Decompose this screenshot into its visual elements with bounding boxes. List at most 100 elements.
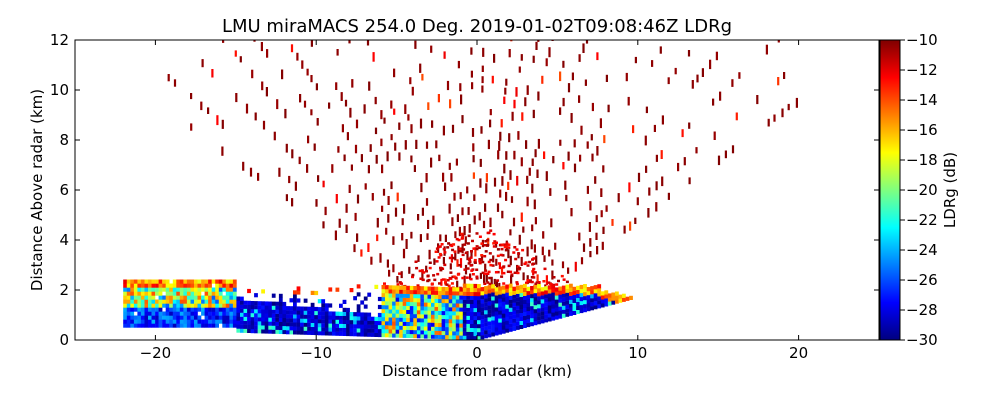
boundary-layer-cell	[501, 301, 506, 306]
echo-streak	[201, 59, 204, 68]
echo-streak	[405, 239, 408, 249]
echo-cell	[398, 272, 402, 275]
boundary-layer-cell	[466, 283, 471, 288]
echo-streak	[535, 41, 538, 50]
boundary-layer-cell	[466, 295, 471, 300]
boundary-layer-cell	[148, 303, 152, 308]
boundary-layer-cell	[140, 311, 145, 316]
boundary-layer-cell	[473, 299, 478, 305]
echo-streak	[561, 261, 565, 269]
boundary-layer-cell	[388, 313, 393, 318]
echo-streak	[390, 181, 393, 190]
boundary-layer-cell	[438, 294, 442, 299]
boundary-layer-cell	[314, 322, 319, 328]
boundary-layer-cell	[172, 299, 177, 304]
boundary-layer-cell	[204, 283, 209, 288]
boundary-layer-cell	[512, 294, 517, 299]
boundary-layer-cell	[505, 324, 510, 329]
boundary-layer-cell	[452, 319, 456, 324]
boundary-layer-cell	[286, 318, 290, 323]
boundary-layer-cell	[438, 326, 442, 331]
boundary-layer-cell	[201, 283, 205, 288]
echo-streak	[190, 123, 193, 131]
boundary-layer-cell	[275, 325, 280, 330]
echo-cell	[444, 281, 447, 284]
boundary-layer-cell	[194, 323, 198, 328]
boundary-layer-cell	[399, 297, 403, 302]
echo-streak	[484, 203, 487, 212]
boundary-layer-cell	[537, 292, 541, 297]
boundary-layer-cell	[211, 311, 216, 316]
boundary-layer-cell	[328, 311, 333, 316]
boundary-layer-cell	[438, 334, 442, 339]
boundary-layer-cell	[385, 313, 389, 318]
boundary-layer-cell	[622, 293, 626, 298]
boundary-layer-cell	[158, 315, 163, 320]
boundary-layer-cell	[169, 315, 173, 320]
boundary-layer-cell	[600, 291, 605, 296]
boundary-layer-cell	[144, 311, 149, 316]
boundary-layer-cell	[498, 294, 502, 299]
boundary-layer-cell	[197, 279, 202, 284]
boundary-layer-cell	[420, 294, 425, 299]
boundary-layer-cell	[278, 321, 283, 326]
boundary-layer-cell	[300, 314, 304, 319]
boundary-layer-cell	[314, 310, 319, 316]
echo-streak	[348, 184, 351, 193]
boundary-layer-cell	[339, 319, 343, 324]
echo-cell	[481, 260, 485, 264]
boundary-layer-cell	[222, 303, 227, 308]
boundary-layer-cell	[416, 294, 421, 299]
boundary-layer-cell	[133, 307, 138, 312]
echo-streak	[667, 192, 670, 200]
boundary-layer-cell	[123, 303, 127, 308]
boundary-layer-cell	[431, 330, 435, 335]
boundary-layer-cell	[420, 290, 425, 295]
echo-streak	[432, 215, 435, 226]
boundary-layer-cell	[392, 305, 396, 310]
boundary-layer-cell	[179, 315, 184, 320]
echo-cell	[446, 279, 450, 282]
echo-cell	[483, 282, 487, 285]
boundary-layer-cell	[377, 332, 382, 338]
boundary-layer-cell	[459, 335, 464, 340]
boundary-layer-cell	[402, 305, 407, 310]
boundary-layer-cell	[399, 305, 403, 310]
echo-streak	[383, 117, 386, 124]
echo-cell	[524, 261, 528, 264]
boundary-layer-cell	[533, 321, 538, 326]
boundary-layer-cell	[144, 299, 149, 304]
echo-streak	[548, 249, 551, 257]
boundary-layer-cell	[441, 326, 446, 332]
boundary-layer-cell	[204, 287, 209, 292]
boundary-layer-cell	[208, 303, 212, 308]
boundary-layer-cell	[452, 311, 456, 316]
boundary-layer-cell	[370, 316, 375, 321]
boundary-layer-cell	[314, 290, 319, 296]
boundary-layer-cell	[565, 312, 570, 317]
echo-cell	[547, 281, 551, 284]
boundary-layer-cell	[250, 325, 255, 330]
echo-streak	[288, 175, 291, 184]
boundary-layer-cell	[126, 303, 131, 308]
echo-streak	[533, 199, 536, 210]
echo-cell	[452, 275, 456, 278]
echo-streak	[777, 40, 780, 43]
boundary-layer-cell	[289, 306, 294, 311]
boundary-layer-cell	[508, 283, 513, 288]
echo-streak	[521, 112, 524, 121]
boundary-layer-cell	[243, 316, 248, 321]
echo-streak	[474, 247, 477, 257]
boundary-layer-cell	[289, 326, 294, 331]
boundary-layer-cell	[360, 312, 365, 317]
boundary-layer-cell	[569, 287, 573, 292]
boundary-layer-cell	[395, 285, 400, 290]
echo-cell	[478, 259, 482, 263]
boundary-layer-cell	[155, 311, 159, 316]
echo-streak	[435, 140, 438, 149]
boundary-layer-cell	[551, 292, 556, 297]
boundary-layer-cell	[190, 303, 195, 308]
echo-streak	[532, 109, 535, 119]
boundary-layer-cell	[130, 323, 135, 328]
boundary-layer-cell	[218, 311, 223, 316]
